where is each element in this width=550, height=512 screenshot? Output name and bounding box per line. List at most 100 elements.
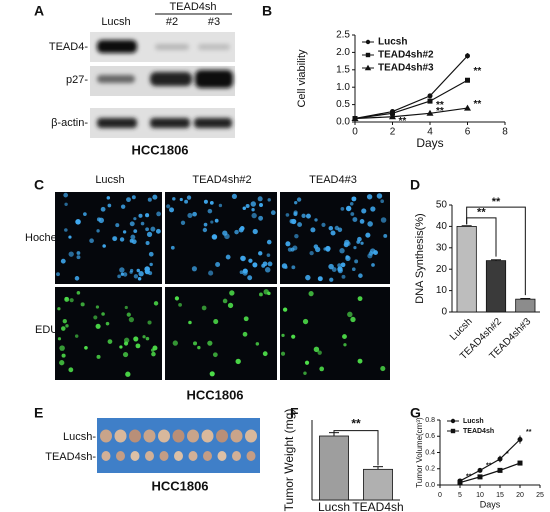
x-tick-label: 8 — [502, 127, 508, 138]
cell — [93, 315, 98, 320]
cell — [133, 229, 138, 233]
cell — [142, 335, 146, 339]
cell — [261, 263, 266, 268]
cell — [243, 316, 249, 322]
tumor — [187, 429, 199, 443]
cell — [270, 210, 276, 216]
cell — [302, 318, 309, 325]
cell — [117, 274, 121, 279]
cell — [380, 217, 387, 223]
x-tick-label: 0 — [438, 492, 442, 499]
marker — [365, 52, 371, 58]
cell — [201, 305, 207, 311]
cell — [122, 272, 128, 277]
x-axis-label: Days — [480, 499, 501, 509]
annotation: ** — [436, 100, 444, 111]
annotation: ** — [399, 116, 407, 127]
tumor — [245, 429, 257, 443]
tumor — [114, 429, 127, 443]
y-tick-label: 0.0 — [336, 117, 350, 128]
cell — [317, 350, 322, 355]
marker — [517, 460, 523, 466]
panel-letter: G — [410, 405, 421, 421]
cell — [297, 222, 303, 228]
cell — [172, 197, 176, 201]
y-tick-label: 2.0 — [336, 47, 350, 58]
row-label: TEAD4- — [49, 41, 88, 53]
cell — [292, 245, 298, 251]
tumor — [174, 451, 183, 461]
cell — [360, 241, 364, 245]
cell — [305, 213, 311, 219]
y-tick-label: 0.4 — [425, 449, 435, 456]
y-tick-label: 40 — [436, 221, 448, 232]
cell — [124, 305, 128, 310]
row-label: p27- — [66, 74, 88, 86]
cell — [266, 239, 272, 245]
cell — [179, 197, 183, 202]
cell — [227, 302, 234, 309]
cell — [373, 250, 378, 255]
cell — [145, 227, 149, 232]
x-tick-label: Lucsh — [448, 316, 475, 343]
cell — [325, 245, 331, 252]
cell — [119, 237, 125, 242]
y-tick-label: 0 — [441, 307, 447, 318]
cell — [247, 275, 253, 281]
image-tile — [55, 287, 162, 380]
y-tick-label: 1.5 — [336, 64, 350, 75]
microscopy — [55, 192, 390, 380]
x-tick-label: 2 — [390, 127, 396, 138]
cell — [64, 228, 68, 232]
marker — [450, 428, 456, 434]
panel-letter: B — [262, 3, 272, 19]
panel-letter: D — [410, 177, 420, 193]
marker — [477, 467, 483, 473]
cell — [343, 343, 347, 347]
panel-letter: C — [34, 177, 44, 193]
panel-letter: F — [290, 405, 299, 421]
cell — [352, 217, 358, 222]
cell — [172, 340, 178, 346]
cell — [342, 334, 347, 340]
x-tick-label: 4 — [427, 127, 433, 138]
cell — [129, 221, 135, 227]
cell — [96, 354, 101, 359]
cell — [281, 263, 288, 269]
cell — [242, 206, 247, 211]
cell — [133, 336, 139, 342]
marker — [351, 115, 359, 122]
cell — [255, 342, 260, 346]
cell — [207, 208, 213, 214]
cell — [354, 259, 359, 264]
cell — [119, 267, 125, 273]
y-axis-label: Tumor Weight (mg) — [282, 409, 296, 512]
cell — [59, 345, 65, 351]
cell — [63, 192, 69, 198]
cell — [291, 334, 296, 339]
annotation: * — [506, 451, 509, 458]
cell — [178, 303, 182, 307]
x-tick-label: 20 — [516, 492, 524, 499]
marker — [497, 467, 503, 473]
cell — [328, 263, 334, 270]
caption: HCC1806 — [151, 478, 208, 493]
cell — [76, 291, 81, 295]
cell — [144, 266, 150, 272]
row-label: TEAD4sh- — [45, 451, 96, 463]
cell — [119, 345, 123, 349]
cell — [345, 205, 352, 212]
cell — [250, 201, 256, 207]
cell — [235, 358, 241, 365]
cell — [212, 352, 218, 358]
cell — [102, 244, 106, 248]
y-tick-label: 10 — [436, 285, 448, 296]
cell — [123, 341, 129, 346]
column-label: TEAD4sh#2 — [192, 174, 251, 186]
cell — [209, 371, 215, 377]
cell — [76, 251, 81, 255]
cell — [64, 202, 68, 207]
cell — [203, 222, 208, 227]
tumor — [145, 451, 154, 461]
cell — [321, 222, 326, 227]
